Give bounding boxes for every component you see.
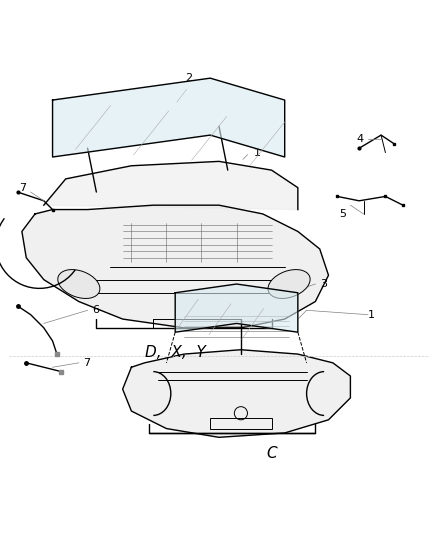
Text: C: C xyxy=(266,446,277,461)
Text: 4: 4 xyxy=(357,134,364,144)
Text: D,  X,  Y: D, X, Y xyxy=(145,345,205,360)
Ellipse shape xyxy=(268,270,310,298)
Text: 6: 6 xyxy=(92,305,99,316)
Polygon shape xyxy=(123,350,350,437)
Ellipse shape xyxy=(58,270,100,298)
Polygon shape xyxy=(175,284,298,332)
Polygon shape xyxy=(44,161,298,209)
Polygon shape xyxy=(53,78,285,157)
Bar xyxy=(153,319,241,328)
Text: 3: 3 xyxy=(320,279,327,289)
Text: 2: 2 xyxy=(185,72,192,83)
Polygon shape xyxy=(22,205,328,328)
Text: 7: 7 xyxy=(83,358,90,368)
Text: 5: 5 xyxy=(339,209,346,219)
Text: 1: 1 xyxy=(254,148,261,158)
Text: 7: 7 xyxy=(19,183,26,192)
Text: 1: 1 xyxy=(368,310,375,320)
Bar xyxy=(210,418,272,429)
